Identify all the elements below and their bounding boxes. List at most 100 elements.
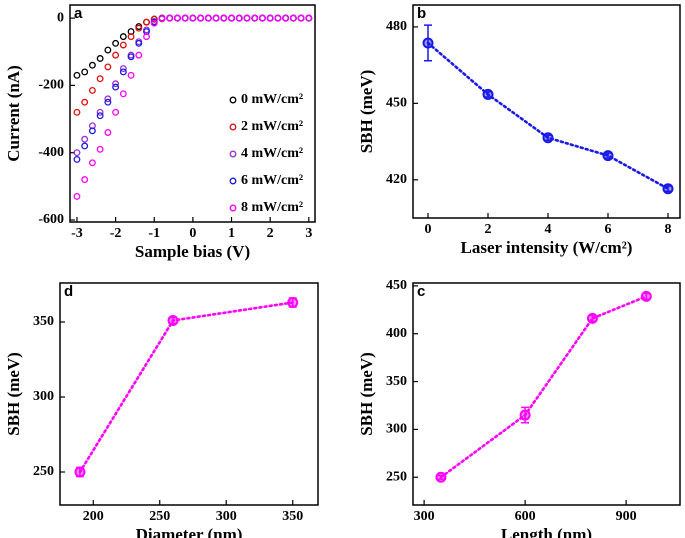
data-point <box>143 33 150 41</box>
x-axis-title: Length (nm) <box>501 525 592 538</box>
y-tick-label: 350 <box>386 374 407 389</box>
data-point <box>112 108 120 116</box>
y-axis-title: SBH (meV) <box>357 70 376 154</box>
data-point <box>127 53 135 61</box>
data-point <box>119 33 127 41</box>
legend-label: 8 mW/cm² <box>241 200 303 215</box>
series-line <box>426 41 670 190</box>
data-point <box>243 14 251 22</box>
data-point <box>586 312 598 324</box>
error-bar <box>484 91 492 98</box>
data-point <box>127 71 135 79</box>
data-point <box>73 149 81 157</box>
error-bar <box>604 152 612 159</box>
plot-frame <box>412 4 681 219</box>
x-tick-label: 4 <box>545 222 552 237</box>
y-tick-label: 350 <box>33 314 54 329</box>
legend-label: 4 mW/cm² <box>241 146 303 161</box>
data-point <box>119 68 127 76</box>
data-point <box>96 108 104 116</box>
error-bar <box>544 134 552 142</box>
x-axis-title: Diameter (nm) <box>136 525 243 538</box>
data-point <box>258 14 266 22</box>
data-point <box>297 14 305 22</box>
data-point <box>112 39 120 47</box>
data-point <box>542 132 554 144</box>
x-tick-label: 3 <box>305 226 312 241</box>
x-tick-label: 2 <box>485 222 492 237</box>
data-point <box>251 14 259 22</box>
data-point <box>74 466 86 478</box>
data-point <box>81 68 89 76</box>
y-tick-label: 250 <box>33 464 54 479</box>
x-tick-label: -2 <box>110 226 122 241</box>
data-point <box>88 127 96 135</box>
x-tick-label: 600 <box>515 509 536 524</box>
error-bar <box>664 185 672 192</box>
panel-letter: a <box>74 5 83 22</box>
legend-marker <box>229 204 237 212</box>
data-point <box>96 75 104 83</box>
y-tick-label: -600 <box>38 212 64 227</box>
x-tick-label: 8 <box>665 222 672 237</box>
data-point <box>282 14 290 22</box>
x-tick-label: 6 <box>605 222 612 237</box>
data-point <box>602 150 614 162</box>
data-point <box>173 14 181 22</box>
data-point <box>104 63 112 71</box>
data-point <box>88 61 96 69</box>
data-point <box>181 14 189 22</box>
data-point <box>519 409 531 421</box>
data-point <box>96 112 104 120</box>
data-point <box>189 14 197 22</box>
x-tick-label: 200 <box>83 509 104 524</box>
panel-letter: d <box>64 283 73 300</box>
x-tick-label: 350 <box>282 509 303 524</box>
data-point <box>73 155 81 163</box>
x-tick-label: 900 <box>616 509 637 524</box>
data-point <box>119 41 127 49</box>
data-point <box>81 135 89 143</box>
data-point <box>96 145 104 153</box>
x-tick-label: 300 <box>414 509 435 524</box>
data-point <box>274 14 282 22</box>
panel-letter: b <box>417 5 426 22</box>
data-point <box>422 37 434 49</box>
y-axis-title: SBH (meV) <box>357 352 376 436</box>
y-tick-label: 300 <box>386 422 407 437</box>
data-point <box>204 14 212 22</box>
data-point <box>305 14 313 22</box>
data-point <box>135 51 143 59</box>
plot-frame <box>412 282 681 506</box>
data-point <box>104 98 112 106</box>
data-point <box>212 14 220 22</box>
data-point <box>662 183 674 195</box>
x-tick-label: -3 <box>71 226 83 241</box>
data-point <box>228 14 235 22</box>
y-tick-label: 450 <box>386 96 407 111</box>
data-point <box>197 14 205 22</box>
legend-label: 6 mW/cm² <box>241 173 303 188</box>
error-bar <box>424 24 432 62</box>
legend-label: 2 mW/cm² <box>241 119 303 134</box>
x-tick-label: 250 <box>149 509 170 524</box>
x-axis-title: Laser intensity (W/cm²) <box>461 238 633 257</box>
data-point <box>235 14 243 22</box>
legend-label: 0 mW/cm² <box>241 92 303 107</box>
data-point <box>81 98 89 106</box>
data-point <box>150 19 158 27</box>
data-point <box>289 14 297 22</box>
series-line <box>78 301 295 474</box>
legend-marker <box>229 150 237 158</box>
data-point <box>88 159 96 167</box>
y-axis-title: SBH (meV) <box>4 352 23 436</box>
error-bar <box>436 474 445 480</box>
data-point <box>287 297 299 308</box>
y-tick-label: 250 <box>386 469 407 484</box>
data-point <box>135 39 143 47</box>
data-point <box>81 176 89 184</box>
data-point <box>143 18 150 26</box>
data-point <box>435 471 447 483</box>
data-point <box>167 315 179 326</box>
data-point <box>119 90 127 98</box>
